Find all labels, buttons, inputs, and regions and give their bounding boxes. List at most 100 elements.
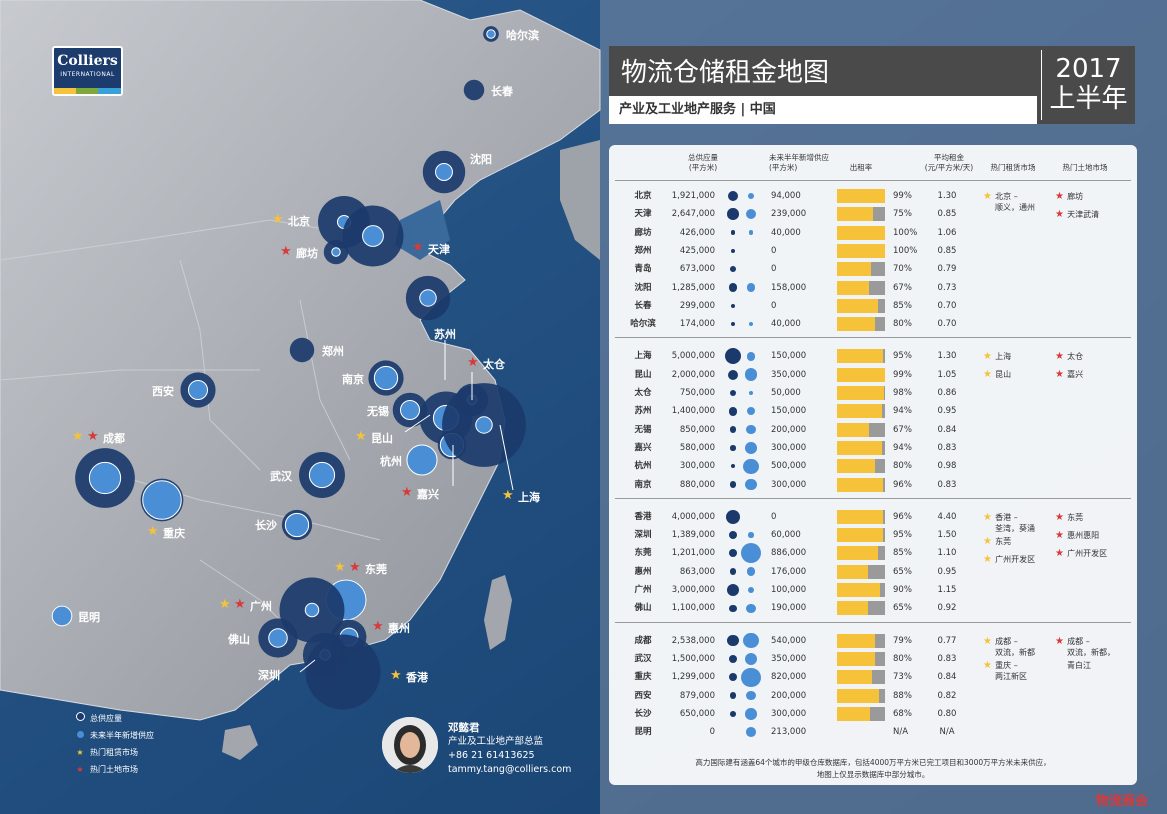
header-occupancy: 出租率 xyxy=(849,163,873,172)
table-row: 武汉 1,500,000 350,000 80% 0.83 xyxy=(609,650,1137,668)
hot_land-item: ★ 成都 – xyxy=(1055,636,1090,647)
future-bubble xyxy=(475,416,493,434)
yellow-star-icon: ★ xyxy=(983,635,996,647)
occupancy-value: 67% xyxy=(893,424,912,435)
supply-dot xyxy=(728,530,738,540)
future-bubble xyxy=(88,461,122,495)
map-legend: 总供应量 未来半年新增供应 ★ 热门租赁市场 ★ 热门土地市场 xyxy=(74,710,154,778)
colliers-logo: Colliers INTERNATIONAL xyxy=(52,46,123,96)
hot_land-item: 双流，新都， xyxy=(1055,647,1115,658)
rent-value: 1.06 xyxy=(937,227,957,238)
hot_rent-text: 广州开发区 xyxy=(995,554,1036,564)
future-bubble xyxy=(304,602,320,618)
table-row: 哈尔滨 174,000 40,000 80% 0.70 xyxy=(609,315,1137,333)
supply-value: 1,389,000 xyxy=(671,530,715,541)
occupancy-fill xyxy=(837,477,884,492)
red-star-icon: ★ xyxy=(234,597,246,612)
map-city-label: 郑州 xyxy=(322,345,344,358)
occupancy-fill xyxy=(837,583,881,597)
supply-dot xyxy=(729,568,737,575)
header-rent-unit: (元/平方米/天) xyxy=(924,163,974,172)
rent-value: 0.84 xyxy=(937,424,957,435)
header-future-unit: (平方米) xyxy=(769,163,798,172)
hot_rent-text: 重庆 – xyxy=(995,660,1018,670)
map-city-label: 昆明 xyxy=(78,611,100,624)
city-name: 广州 xyxy=(634,585,652,595)
occupancy-bar xyxy=(837,243,885,258)
hot_land-text: 太仓 xyxy=(1067,352,1084,362)
future-dot xyxy=(741,667,761,687)
yellow-star-icon: ★ xyxy=(983,511,996,523)
page-title: 物流仓储租金地图 xyxy=(621,58,830,88)
occupancy-fill xyxy=(837,349,883,364)
map-city-label: 惠州 xyxy=(388,622,410,635)
contact-phone[interactable]: +86 21 61413625 xyxy=(448,750,535,761)
red-star-icon: ★ xyxy=(349,560,361,575)
future-value: 40,000 xyxy=(771,227,801,238)
occupancy-value: 100% xyxy=(893,245,918,256)
city-name: 长沙 xyxy=(634,708,652,719)
occupancy-value: 99% xyxy=(893,191,912,201)
city-name: 哈尔滨 xyxy=(630,319,656,330)
red-star-icon: ★ xyxy=(1055,529,1068,541)
supply-value: 2,000,000 xyxy=(671,369,715,380)
occupancy-value: 85% xyxy=(893,300,912,311)
occupancy-value: 99% xyxy=(893,369,912,380)
occupancy-fill xyxy=(837,633,875,648)
city-name: 北京 xyxy=(634,191,652,201)
rent-value: 0.83 xyxy=(937,479,957,490)
future-dot xyxy=(744,652,758,666)
city-name: 无锡 xyxy=(634,424,652,435)
footnote: 高力国际建有涵盖64个城市的甲级仓库数据库，包括4000万平方米已完工项目和30… xyxy=(609,757,1137,781)
supply-dot xyxy=(730,710,736,717)
map-city-label: 佛山 xyxy=(228,633,250,646)
future-value: 100,000 xyxy=(771,585,807,595)
supply-dot xyxy=(726,583,740,597)
red-star-icon: ★ xyxy=(412,240,424,255)
contact-email[interactable]: tammy.tang@colliers.com xyxy=(448,764,572,775)
occupancy-bar xyxy=(837,509,885,524)
occupancy-fill xyxy=(837,564,869,579)
hot_land-text: 天津武清 xyxy=(1067,210,1100,219)
rent-value: 0.70 xyxy=(937,300,957,311)
occupancy-bar xyxy=(837,386,885,400)
future-bubble xyxy=(51,605,73,627)
red-star-icon: ★ xyxy=(87,429,99,444)
future-value: 0 xyxy=(771,511,777,522)
occupancy-bar xyxy=(837,440,885,455)
occupancy-bar xyxy=(837,546,885,561)
supply-dot xyxy=(728,191,738,201)
supply-dot xyxy=(729,389,737,397)
occupancy-value: 95% xyxy=(893,351,912,362)
occupancy-bar xyxy=(837,706,885,721)
future-value: 94,000 xyxy=(771,191,801,201)
city-name: 佛山 xyxy=(634,603,652,614)
supply-dot xyxy=(730,445,736,451)
legend-item: ★ 热门租赁市场 xyxy=(74,744,154,761)
yellow-star-icon: ★ xyxy=(983,351,996,363)
table-row: 西安 879,000 200,000 88% 0.82 xyxy=(609,687,1137,705)
supply-value: 880,000 xyxy=(679,479,715,490)
occupancy-value: 94% xyxy=(893,406,912,417)
legend-label: 未来半年新增供应 xyxy=(90,731,154,740)
group-divider xyxy=(615,337,1131,339)
map-city-label: 沈阳 xyxy=(470,153,492,166)
hot_rent-text: 香港 – xyxy=(995,512,1018,522)
occupancy-value: 90% xyxy=(893,585,912,595)
rent-value: 0.73 xyxy=(937,282,957,293)
table-row: 沈阳 1,285,000 158,000 67% 0.73 xyxy=(609,279,1137,297)
supply-value: 2,538,000 xyxy=(671,635,715,646)
future-bubble xyxy=(284,512,310,538)
supply-dot xyxy=(728,407,738,416)
occupancy-fill xyxy=(837,317,876,332)
table-row: 长春 299,000 0 85% 0.70 xyxy=(609,297,1137,315)
hot_rent-text: 顺义，通州 xyxy=(995,203,1035,212)
supply-dot xyxy=(731,303,735,308)
yellow-star-icon: ★ xyxy=(502,488,514,503)
city-name: 南京 xyxy=(634,479,652,490)
supply-dot xyxy=(731,322,735,327)
occupancy-value: 80% xyxy=(893,461,912,472)
future-value: 150,000 xyxy=(771,351,807,362)
occupancy-fill xyxy=(837,243,885,258)
red-star-icon: ★ xyxy=(76,765,84,774)
